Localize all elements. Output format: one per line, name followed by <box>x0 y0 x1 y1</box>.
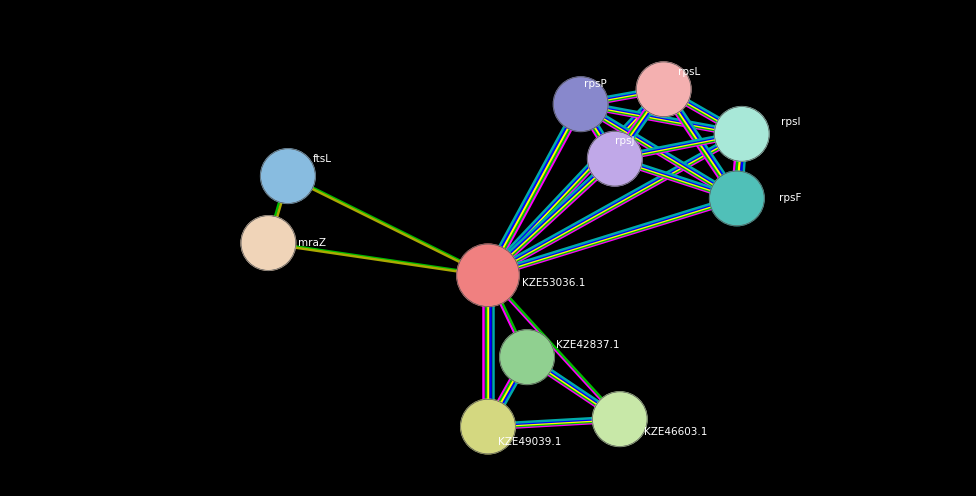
Ellipse shape <box>714 107 769 161</box>
Ellipse shape <box>461 399 515 454</box>
Text: rpsJ: rpsJ <box>615 136 634 146</box>
Ellipse shape <box>636 62 691 117</box>
Ellipse shape <box>588 131 642 186</box>
Ellipse shape <box>241 216 296 270</box>
Text: rpsP: rpsP <box>584 79 606 89</box>
Text: rpsL: rpsL <box>678 67 701 77</box>
Ellipse shape <box>261 149 315 203</box>
Ellipse shape <box>500 330 554 384</box>
Ellipse shape <box>592 392 647 446</box>
Text: mraZ: mraZ <box>298 238 326 248</box>
Ellipse shape <box>457 244 519 307</box>
Text: KZE53036.1: KZE53036.1 <box>522 278 586 288</box>
Text: ftsL: ftsL <box>312 154 331 164</box>
Text: KZE49039.1: KZE49039.1 <box>498 437 561 447</box>
Text: rpsF: rpsF <box>779 193 801 203</box>
Text: KZE42837.1: KZE42837.1 <box>556 340 620 350</box>
Ellipse shape <box>710 171 764 226</box>
Text: rpsI: rpsI <box>781 117 800 126</box>
Text: KZE46603.1: KZE46603.1 <box>644 427 708 436</box>
Ellipse shape <box>553 77 608 131</box>
